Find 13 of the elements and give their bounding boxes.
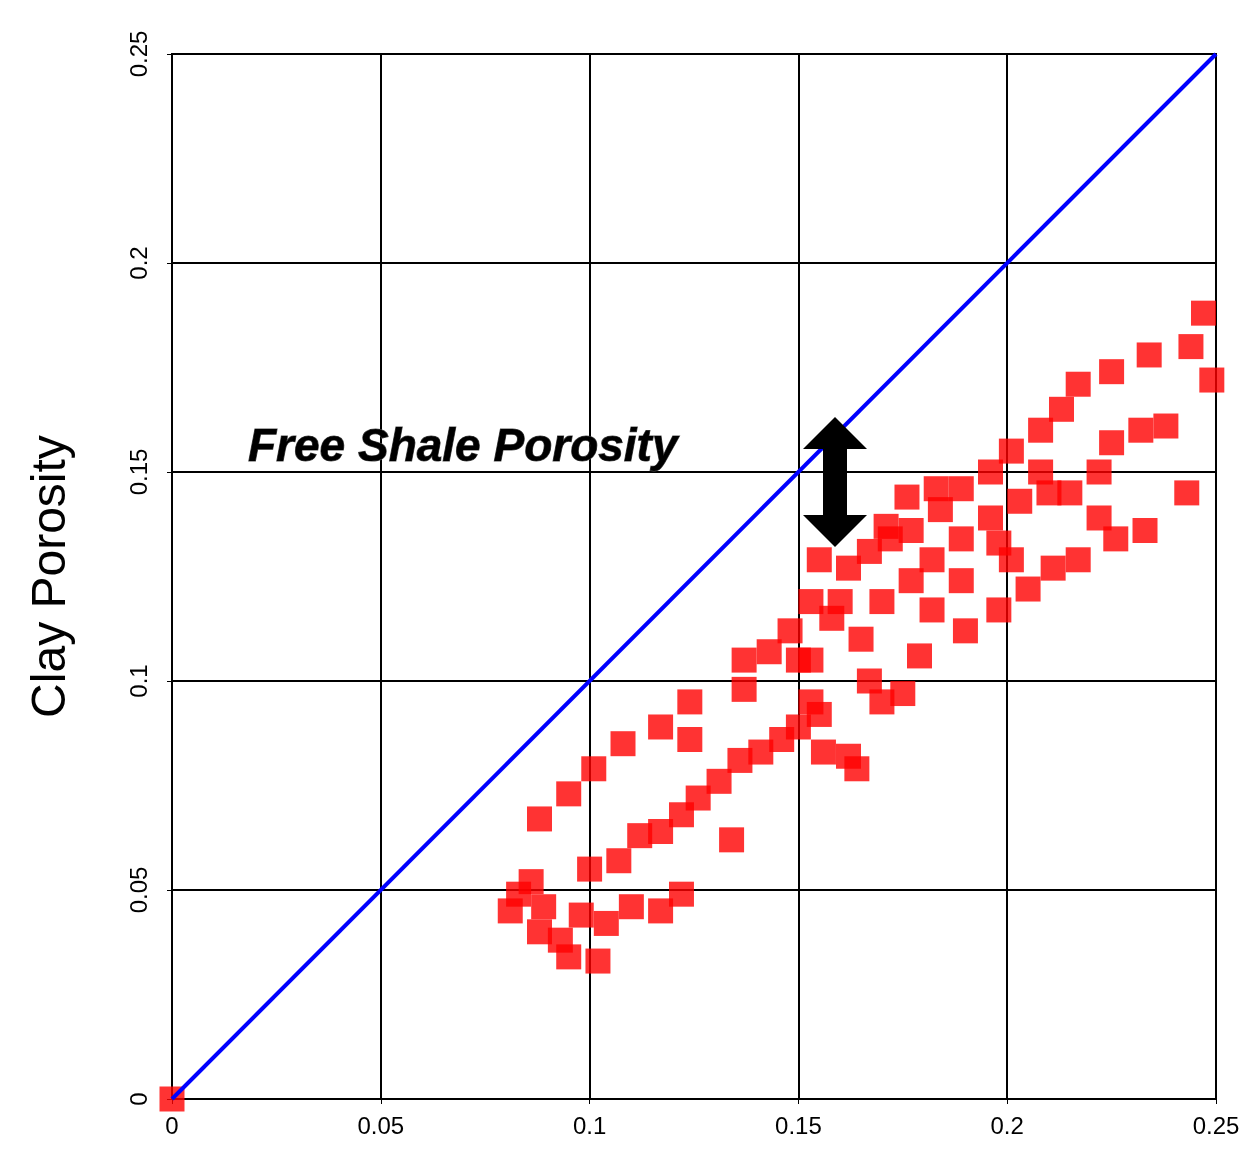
y-tick-label: 0.2 [124, 246, 152, 280]
y-tick-label: 0 [124, 1092, 152, 1106]
x-tick-label: 0.05 [357, 1111, 405, 1139]
x-tick-label: 0.25 [1192, 1111, 1240, 1139]
x-tick-label: 0 [165, 1111, 179, 1139]
x-tick-label: 0.15 [775, 1111, 822, 1139]
x-tick-label: 0.2 [990, 1111, 1024, 1139]
y-tick-label: 0.1 [124, 664, 152, 698]
y-axis-title: Clay Porosity [21, 435, 75, 718]
y-tick-label: 0.05 [124, 866, 152, 914]
y-tick-label: 0.15 [124, 448, 152, 496]
y-tick-label: 0.25 [124, 30, 152, 78]
x-tick-label: 0.1 [572, 1111, 607, 1139]
